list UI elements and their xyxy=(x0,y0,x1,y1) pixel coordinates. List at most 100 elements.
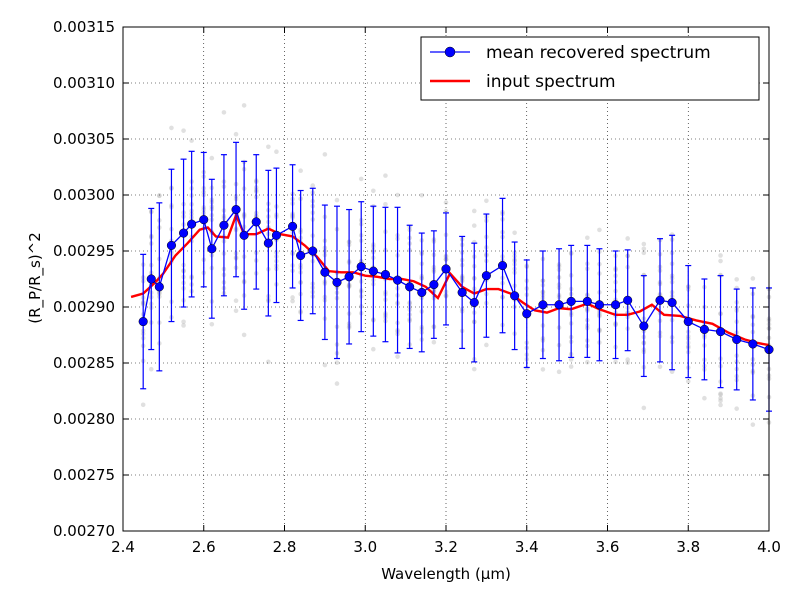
sample-point xyxy=(358,176,364,182)
sample-point xyxy=(157,193,162,199)
x-tick-label: 3.8 xyxy=(676,538,700,556)
sample-point xyxy=(471,208,477,214)
sample-point xyxy=(568,357,574,362)
mean-spectrum-point xyxy=(429,280,439,290)
sample-point xyxy=(181,128,186,133)
sample-point xyxy=(718,402,723,408)
sample-point xyxy=(657,364,663,370)
mean-spectrum-point xyxy=(380,269,390,280)
sample-point xyxy=(471,366,477,372)
sample-point xyxy=(556,369,562,375)
sample-point xyxy=(512,230,517,236)
mean-spectrum-point xyxy=(481,271,491,281)
mean-spectrum-layer xyxy=(138,141,774,412)
y-tick-label: 0.00285 xyxy=(53,354,115,372)
mean-spectrum-point xyxy=(554,300,564,310)
mean-spectrum-point xyxy=(320,267,330,277)
sample-point xyxy=(613,359,618,365)
sample-point xyxy=(322,152,328,157)
mean-spectrum-point xyxy=(639,321,649,331)
sample-point xyxy=(383,173,388,178)
x-tick-label: 2.4 xyxy=(111,538,135,556)
mean-spectrum-point xyxy=(699,324,709,334)
sample-point xyxy=(718,391,723,396)
mean-spectrum-point xyxy=(497,261,508,271)
mean-spectrum-point xyxy=(732,334,742,345)
legend-box xyxy=(420,36,760,101)
mean-spectrum-point xyxy=(271,230,281,240)
mean-spectrum-point xyxy=(441,264,451,274)
mean-spectrum-point xyxy=(308,246,318,256)
sample-point xyxy=(585,235,590,241)
sample-point xyxy=(334,381,340,386)
sample-point xyxy=(625,236,630,241)
sample-point xyxy=(734,277,739,282)
sample-point xyxy=(641,246,647,252)
sample-point xyxy=(322,362,328,368)
mean-spectrum-point xyxy=(344,272,354,282)
x-tick-label: 2.6 xyxy=(192,538,216,556)
sample-point xyxy=(685,379,691,384)
mean-spectrum-point xyxy=(138,317,148,327)
y-tick-label: 0.00290 xyxy=(53,298,115,316)
sample-point xyxy=(266,144,271,150)
sample-point xyxy=(241,332,247,338)
mean-spectrum-point xyxy=(146,274,156,284)
sample-point xyxy=(443,200,449,205)
sample-point xyxy=(298,168,303,173)
x-tick-label: 3.6 xyxy=(596,538,620,556)
mean-spectrum-point xyxy=(288,221,298,231)
mean-spectrum-point xyxy=(296,250,306,261)
mean-spectrum-point xyxy=(219,220,229,230)
sample-point xyxy=(189,138,194,143)
mean-spectrum-point xyxy=(538,300,548,310)
legend: mean recovered spectrum input spectrum xyxy=(420,36,760,101)
sample-point xyxy=(484,198,489,204)
sample-point xyxy=(419,192,425,198)
sample-point xyxy=(431,339,437,345)
sample-point xyxy=(241,103,247,108)
sample-point xyxy=(641,250,647,256)
sample-point xyxy=(641,241,647,247)
sample-point xyxy=(718,258,723,264)
sample-point xyxy=(718,253,723,258)
sample-point xyxy=(568,364,574,369)
sample-point xyxy=(140,402,146,408)
sample-point xyxy=(334,360,340,365)
mean-spectrum-point xyxy=(748,339,758,349)
mean-spectrum-point xyxy=(405,282,415,292)
mean-spectrum-point xyxy=(469,297,479,308)
sample-point xyxy=(266,359,271,365)
mean-spectrum-point xyxy=(187,219,197,229)
y-tick-label: 0.00300 xyxy=(53,186,115,204)
sample-point xyxy=(371,188,376,194)
mean-spectrum-point xyxy=(207,244,217,254)
sample-point xyxy=(310,183,316,188)
x-axis-label: Wavelength (μm) xyxy=(381,565,511,583)
x-tick-label: 3.2 xyxy=(434,538,458,556)
sample-point xyxy=(585,359,590,365)
mean-spectrum-point xyxy=(457,287,467,297)
mean-spectrum-point xyxy=(667,297,677,308)
sample-point xyxy=(157,193,162,198)
mean-spectrum-point xyxy=(683,317,693,327)
sample-point xyxy=(718,392,723,397)
sample-point xyxy=(169,125,174,131)
y-axis-label: (R_P/R_s)^2 xyxy=(26,232,45,324)
sample-point xyxy=(702,395,707,401)
sample-point xyxy=(484,342,489,348)
sample-point xyxy=(718,398,723,403)
x-tick-label: 3.4 xyxy=(515,538,539,556)
sample-point xyxy=(540,367,546,372)
mean-spectrum-point xyxy=(566,296,576,306)
y-tick-label: 0.00310 xyxy=(53,74,115,92)
mean-spectrum-point xyxy=(594,300,604,310)
sample-point xyxy=(641,405,647,411)
sample-point xyxy=(290,295,295,300)
legend-label-mean: mean recovered spectrum xyxy=(486,43,711,63)
mean-spectrum-point xyxy=(251,217,261,227)
mean-spectrum-point xyxy=(199,215,209,225)
legend-mean-marker xyxy=(444,46,456,58)
y-tick-label: 0.00280 xyxy=(53,410,115,428)
sample-point xyxy=(750,276,756,281)
